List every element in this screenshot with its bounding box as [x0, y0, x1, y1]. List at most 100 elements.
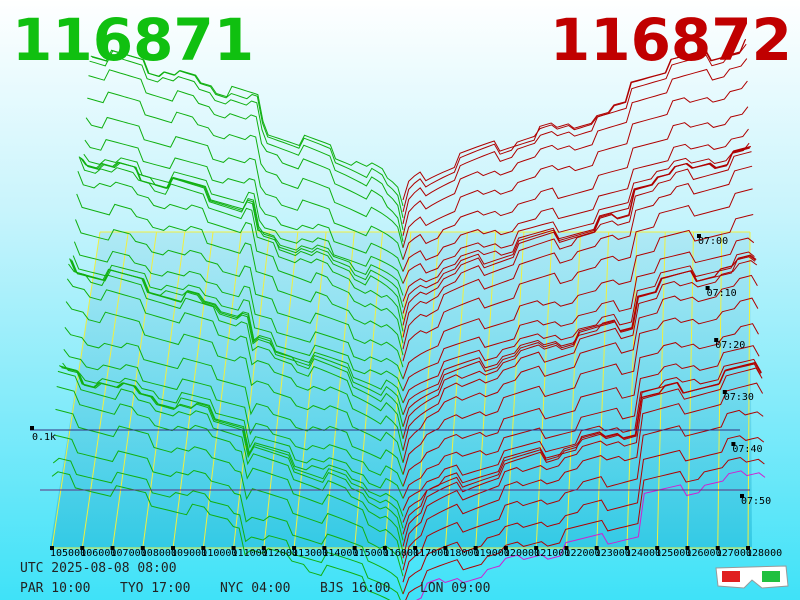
utc-time: UTC 2025-08-08 08:00	[20, 561, 177, 576]
tick-dot	[564, 546, 569, 550]
tick-dot	[685, 546, 690, 550]
ask-curve	[402, 214, 754, 380]
bid-curve	[85, 116, 404, 260]
ask-curve	[402, 237, 755, 392]
tick-dot	[140, 546, 145, 550]
ask-curve	[402, 297, 759, 475]
tick-dot	[322, 546, 327, 550]
price-label: 105000	[50, 548, 86, 559]
bid-curve	[68, 263, 404, 439]
bid-curve	[55, 408, 404, 577]
floor-line	[414, 231, 440, 549]
bid-curve	[76, 193, 404, 356]
bid-curve	[91, 50, 404, 207]
price-label: 111000	[232, 548, 268, 559]
floor-line	[747, 231, 751, 549]
bid-curve	[83, 153, 404, 284]
time-label: 07:00	[698, 236, 728, 247]
glasses-icon	[715, 565, 789, 589]
tick-dot	[110, 546, 115, 550]
city-time: NYC 04:00	[220, 581, 290, 596]
floor-line	[565, 231, 581, 549]
bid-curve	[79, 157, 404, 320]
price-label: 128000	[746, 548, 782, 559]
ask-curve	[402, 260, 758, 451]
ask-curve	[402, 323, 759, 487]
bid-curve	[61, 367, 404, 517]
bid-curve	[60, 365, 404, 529]
ask-curve	[402, 151, 752, 338]
tick-dot	[231, 546, 236, 550]
tick-dot	[655, 546, 660, 550]
floor-line	[202, 231, 242, 549]
ask-curve	[402, 254, 757, 440]
price-label: 123000	[595, 548, 631, 559]
bid-curve	[65, 301, 404, 463]
labels: 1050001060001070001080001090001100001110…	[30, 234, 782, 559]
tick-dot	[201, 546, 206, 550]
price-label: 118000	[443, 548, 479, 559]
tick-dot	[534, 546, 539, 550]
bid-curve	[63, 348, 404, 487]
tick-dot	[722, 390, 727, 394]
tick-dot	[352, 546, 357, 550]
bid-curve	[84, 139, 404, 272]
ask-curve	[402, 251, 755, 404]
ask-curve	[402, 147, 750, 302]
tick-dot	[261, 546, 266, 550]
bid-curve	[62, 362, 404, 499]
ask-curve	[402, 345, 760, 499]
price-label: 110000	[201, 548, 237, 559]
price-label: 120000	[504, 548, 540, 559]
tick-dot	[594, 546, 599, 550]
bid-curve	[64, 326, 404, 475]
floor-line	[81, 231, 129, 549]
ask-curve	[402, 256, 756, 416]
tick-dot	[292, 546, 297, 550]
price-label: 117000	[413, 548, 449, 559]
city-time: PAR 10:00	[20, 581, 90, 596]
ask-curve	[402, 165, 753, 350]
bid-curve	[73, 241, 404, 380]
tick-dot	[740, 494, 744, 498]
floor-line	[172, 231, 214, 549]
bid-curve	[66, 278, 404, 451]
floor-line	[51, 231, 101, 549]
ask-curve	[402, 80, 748, 248]
city-time: BJS 16:00	[320, 581, 390, 596]
price-label: 126000	[685, 548, 721, 559]
time-label: 07:30	[724, 392, 754, 403]
ask-curve	[402, 435, 765, 595]
bid-curve	[69, 258, 404, 428]
floor-line	[505, 231, 525, 549]
price-label: 114000	[322, 548, 358, 559]
tick-dot	[746, 546, 750, 550]
price-label: 113000	[292, 548, 328, 559]
price-label: 125000	[655, 548, 691, 559]
ask-curve	[402, 188, 753, 362]
price-label: 108000	[141, 548, 177, 559]
ask-curve	[405, 456, 765, 600]
price-label: 124000	[625, 548, 661, 559]
ask-curve	[402, 361, 762, 547]
floor-line	[475, 231, 497, 549]
floor-line	[142, 231, 186, 549]
tick-dot	[705, 286, 710, 290]
tick-dot	[731, 442, 736, 446]
price-label: 122000	[564, 548, 600, 559]
price-label: 127000	[716, 548, 752, 559]
bid-curve	[75, 219, 404, 368]
ask-curve	[402, 367, 763, 559]
floor-line	[444, 231, 468, 549]
price-label: 107000	[111, 548, 147, 559]
ask-curve	[402, 409, 764, 583]
ask-curve	[415, 470, 766, 600]
tick-dot	[624, 546, 629, 550]
bid-curve	[90, 49, 404, 219]
floor-line	[233, 231, 271, 549]
bid-curve	[52, 457, 401, 600]
tick-dot	[382, 546, 387, 550]
ask-curve	[402, 142, 750, 284]
tick-dot	[697, 234, 701, 238]
ask-curve	[402, 43, 747, 225]
